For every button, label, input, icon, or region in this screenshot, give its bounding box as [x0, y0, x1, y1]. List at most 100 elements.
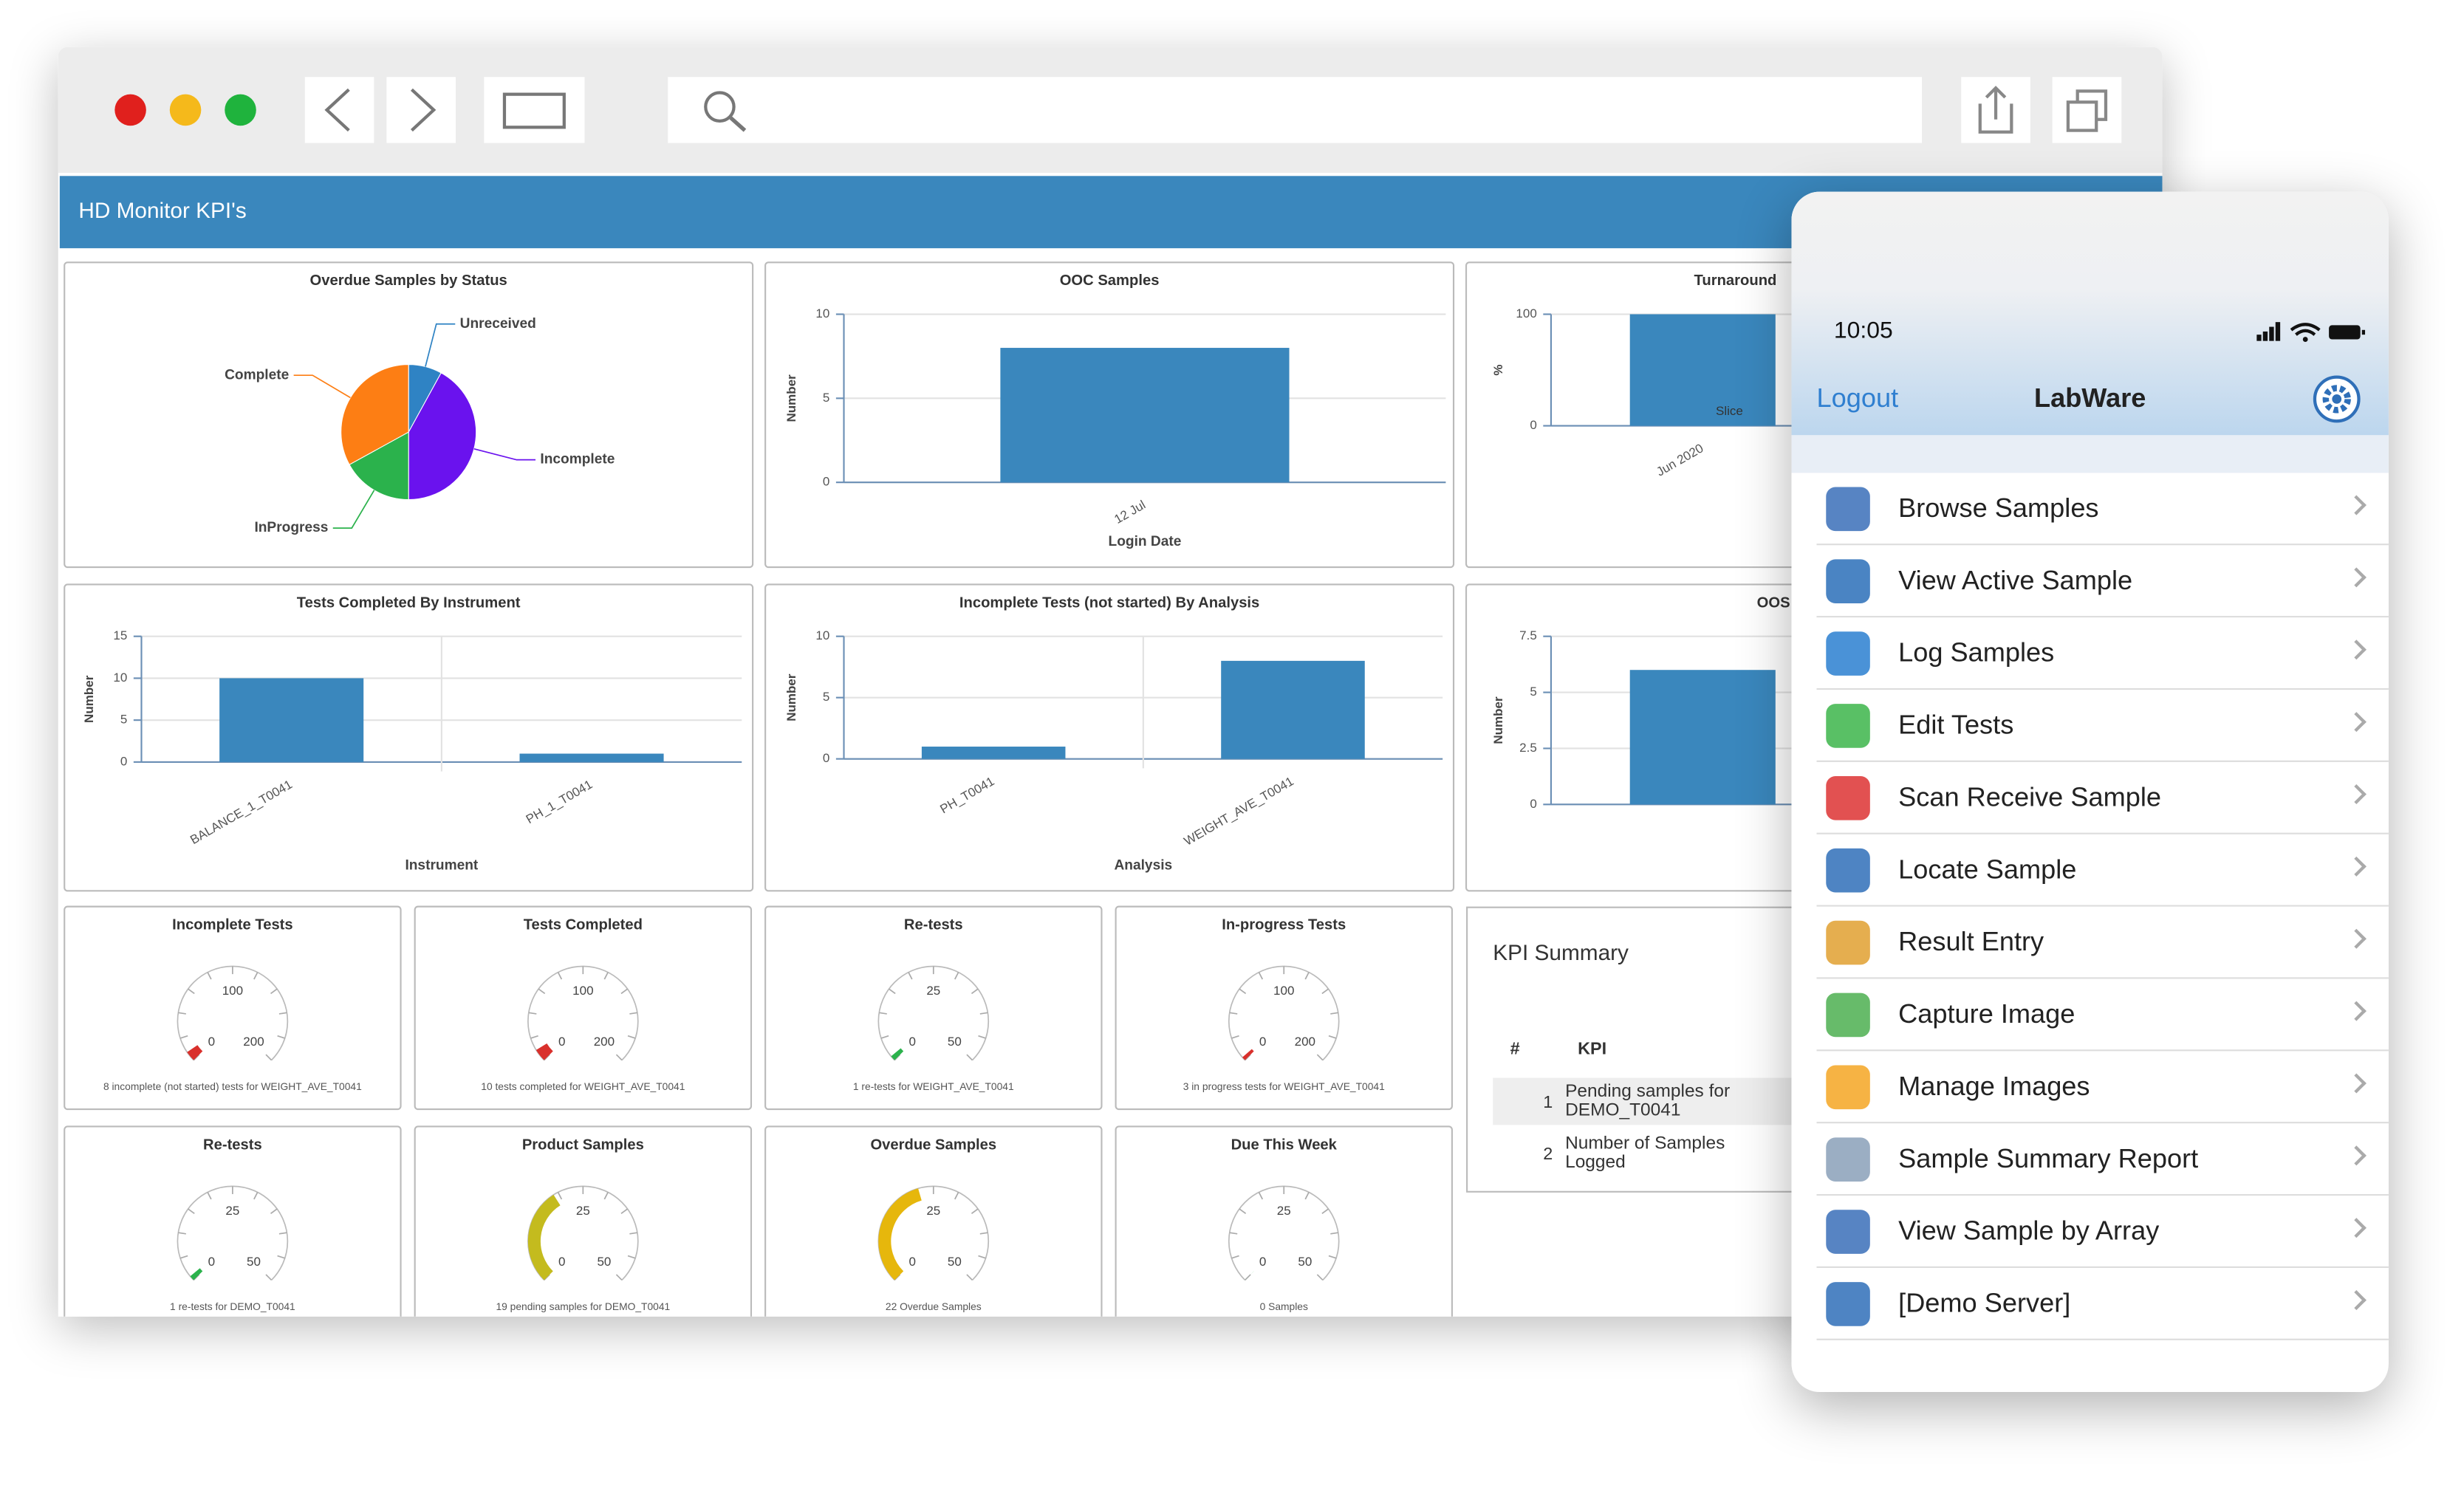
menu-icon: [1826, 993, 1870, 1038]
settings-button[interactable]: [2312, 374, 2362, 424]
forward-button[interactable]: [386, 77, 456, 143]
phone: 10:05 LabWare Logout Browse Samples View …: [1791, 191, 2389, 1393]
menu-item[interactable]: Locate Sample: [1791, 834, 2389, 907]
menu-icon: [1826, 1137, 1870, 1182]
chart-title: OOS: [1757, 594, 1790, 611]
y-axis-label: Number: [784, 673, 798, 721]
gauge-tick: [265, 1054, 273, 1061]
gauge-tick: [979, 1232, 988, 1235]
gauge-tick: [179, 1035, 188, 1039]
sidebar-button[interactable]: [484, 77, 585, 143]
zoom-button[interactable]: [225, 94, 256, 126]
tabs-icon-back: [2075, 89, 2108, 121]
separator: [1816, 1122, 2389, 1124]
gauge-tick-label: 25: [926, 1204, 940, 1218]
separator: [1816, 1266, 2389, 1268]
menu-item[interactable]: Scan Receive Sample: [1791, 762, 2389, 834]
gauge-tick: [620, 988, 629, 995]
chart-title: OOC Samples: [1060, 272, 1160, 289]
status-time: 10:05: [1833, 317, 1893, 344]
gauge-tick-label: 50: [1298, 1255, 1312, 1269]
gauge-value: [535, 1043, 553, 1060]
y-tick-label: 0: [1530, 797, 1536, 811]
bar: [921, 747, 1066, 759]
logout-button[interactable]: Logout: [1816, 383, 1899, 414]
gauge-tick: [1258, 972, 1264, 980]
gauge-tick-label: 50: [948, 1255, 962, 1269]
column-header[interactable]: #: [1510, 1040, 1520, 1060]
dashboard-title: HD Monitor KPI's: [78, 199, 246, 223]
chart-title: Tests Completed By Instrument: [297, 594, 521, 611]
gauge-tick-label: 0: [1259, 1255, 1266, 1269]
menu-item[interactable]: Edit Tests: [1791, 690, 2389, 762]
separator: [1816, 977, 2389, 979]
menu-item[interactable]: Manage Images: [1791, 1051, 2389, 1124]
menu-item[interactable]: Sample Summary Report: [1791, 1123, 2389, 1196]
gauge-caption: 3 in progress tests for WEIGHT_AVE_T0041: [1183, 1080, 1385, 1092]
gauge-tick-label: 200: [1295, 1035, 1315, 1049]
menu-item[interactable]: Capture Image: [1791, 978, 2389, 1052]
tabs-button[interactable]: [2052, 77, 2122, 143]
close-button[interactable]: [114, 94, 146, 126]
gauge-tick: [971, 988, 979, 995]
menu-icon: [1826, 487, 1870, 532]
gauge-tick: [620, 1208, 629, 1214]
gauge-caption: 19 pending samples for DEMO_T0041: [496, 1300, 670, 1312]
chevron: [2346, 928, 2367, 949]
chart-panel: [1115, 905, 1453, 1111]
gauge-tick: [1321, 988, 1329, 995]
y-tick-label: 100: [1516, 306, 1536, 320]
chart-panel: [764, 1125, 1103, 1317]
menu-label: Scan Receive Sample: [1898, 782, 2162, 812]
gauge-tick: [629, 1232, 638, 1235]
chart-title: Tests Completed: [524, 917, 643, 933]
gauge-tick: [277, 1035, 285, 1039]
gauge-tick: [615, 1054, 623, 1061]
table-row: 1 Pending samples for DEMO_T0041: [1493, 1077, 1807, 1125]
gauge-tick: [270, 1208, 278, 1214]
menu-icon: [1826, 559, 1870, 603]
share-icon: [1978, 86, 2013, 134]
chart-panel: [414, 905, 753, 1111]
gauge-tick: [908, 972, 913, 980]
menu-item[interactable]: [Demo Server]: [1791, 1268, 2389, 1340]
menu-item[interactable]: View Active Sample: [1791, 545, 2389, 618]
gauge-tick-label: 50: [948, 1035, 962, 1049]
chevron: [2346, 712, 2367, 733]
chart-title: Re-tests: [203, 1137, 262, 1153]
menu-label: Result Entry: [1898, 927, 2044, 957]
gauge-tick: [966, 1274, 973, 1281]
pie-slice: [408, 372, 477, 501]
menu-item[interactable]: Log Samples: [1791, 617, 2389, 690]
separator: [1816, 544, 2389, 546]
gauge-tick: [1239, 988, 1247, 995]
chart-title: In-progress Tests: [1222, 917, 1346, 933]
back-button[interactable]: [304, 77, 374, 143]
y-tick-label: 5: [120, 713, 127, 727]
menu-item[interactable]: Result Entry: [1791, 907, 2389, 979]
chevron: [2346, 1145, 2367, 1166]
gauge-caption: 0 Samples: [1260, 1300, 1308, 1312]
minimize-button[interactable]: [169, 94, 202, 126]
column-header[interactable]: KPI: [1578, 1040, 1607, 1060]
gauge-tick: [179, 1255, 188, 1259]
gauge-tick-label: 0: [208, 1255, 215, 1269]
y-tick-label: 7.5: [1519, 628, 1537, 642]
gauge-tick-label: 0: [558, 1035, 565, 1049]
menu-icon: [1826, 920, 1870, 965]
address-bar[interactable]: [668, 77, 1923, 143]
menu-item[interactable]: View Sample by Array: [1791, 1196, 2389, 1268]
gauge-caption: 1 re-tests for WEIGHT_AVE_T0041: [853, 1080, 1014, 1092]
gauge-tick: [603, 1192, 609, 1200]
kpi-title: KPI Summary: [1493, 939, 1629, 965]
gauge-tick: [1316, 1054, 1324, 1061]
menu-icon: [1826, 704, 1870, 748]
gauge-tick: [978, 1255, 986, 1259]
separator: [1816, 688, 2389, 690]
gauge-tick: [1330, 1012, 1338, 1015]
menu-label: Locate Sample: [1898, 854, 2077, 885]
gauge-tick: [603, 972, 609, 980]
menu-item[interactable]: Browse Samples: [1791, 473, 2389, 546]
y-tick-label: 0: [120, 754, 127, 768]
separator: [1816, 1049, 2389, 1052]
